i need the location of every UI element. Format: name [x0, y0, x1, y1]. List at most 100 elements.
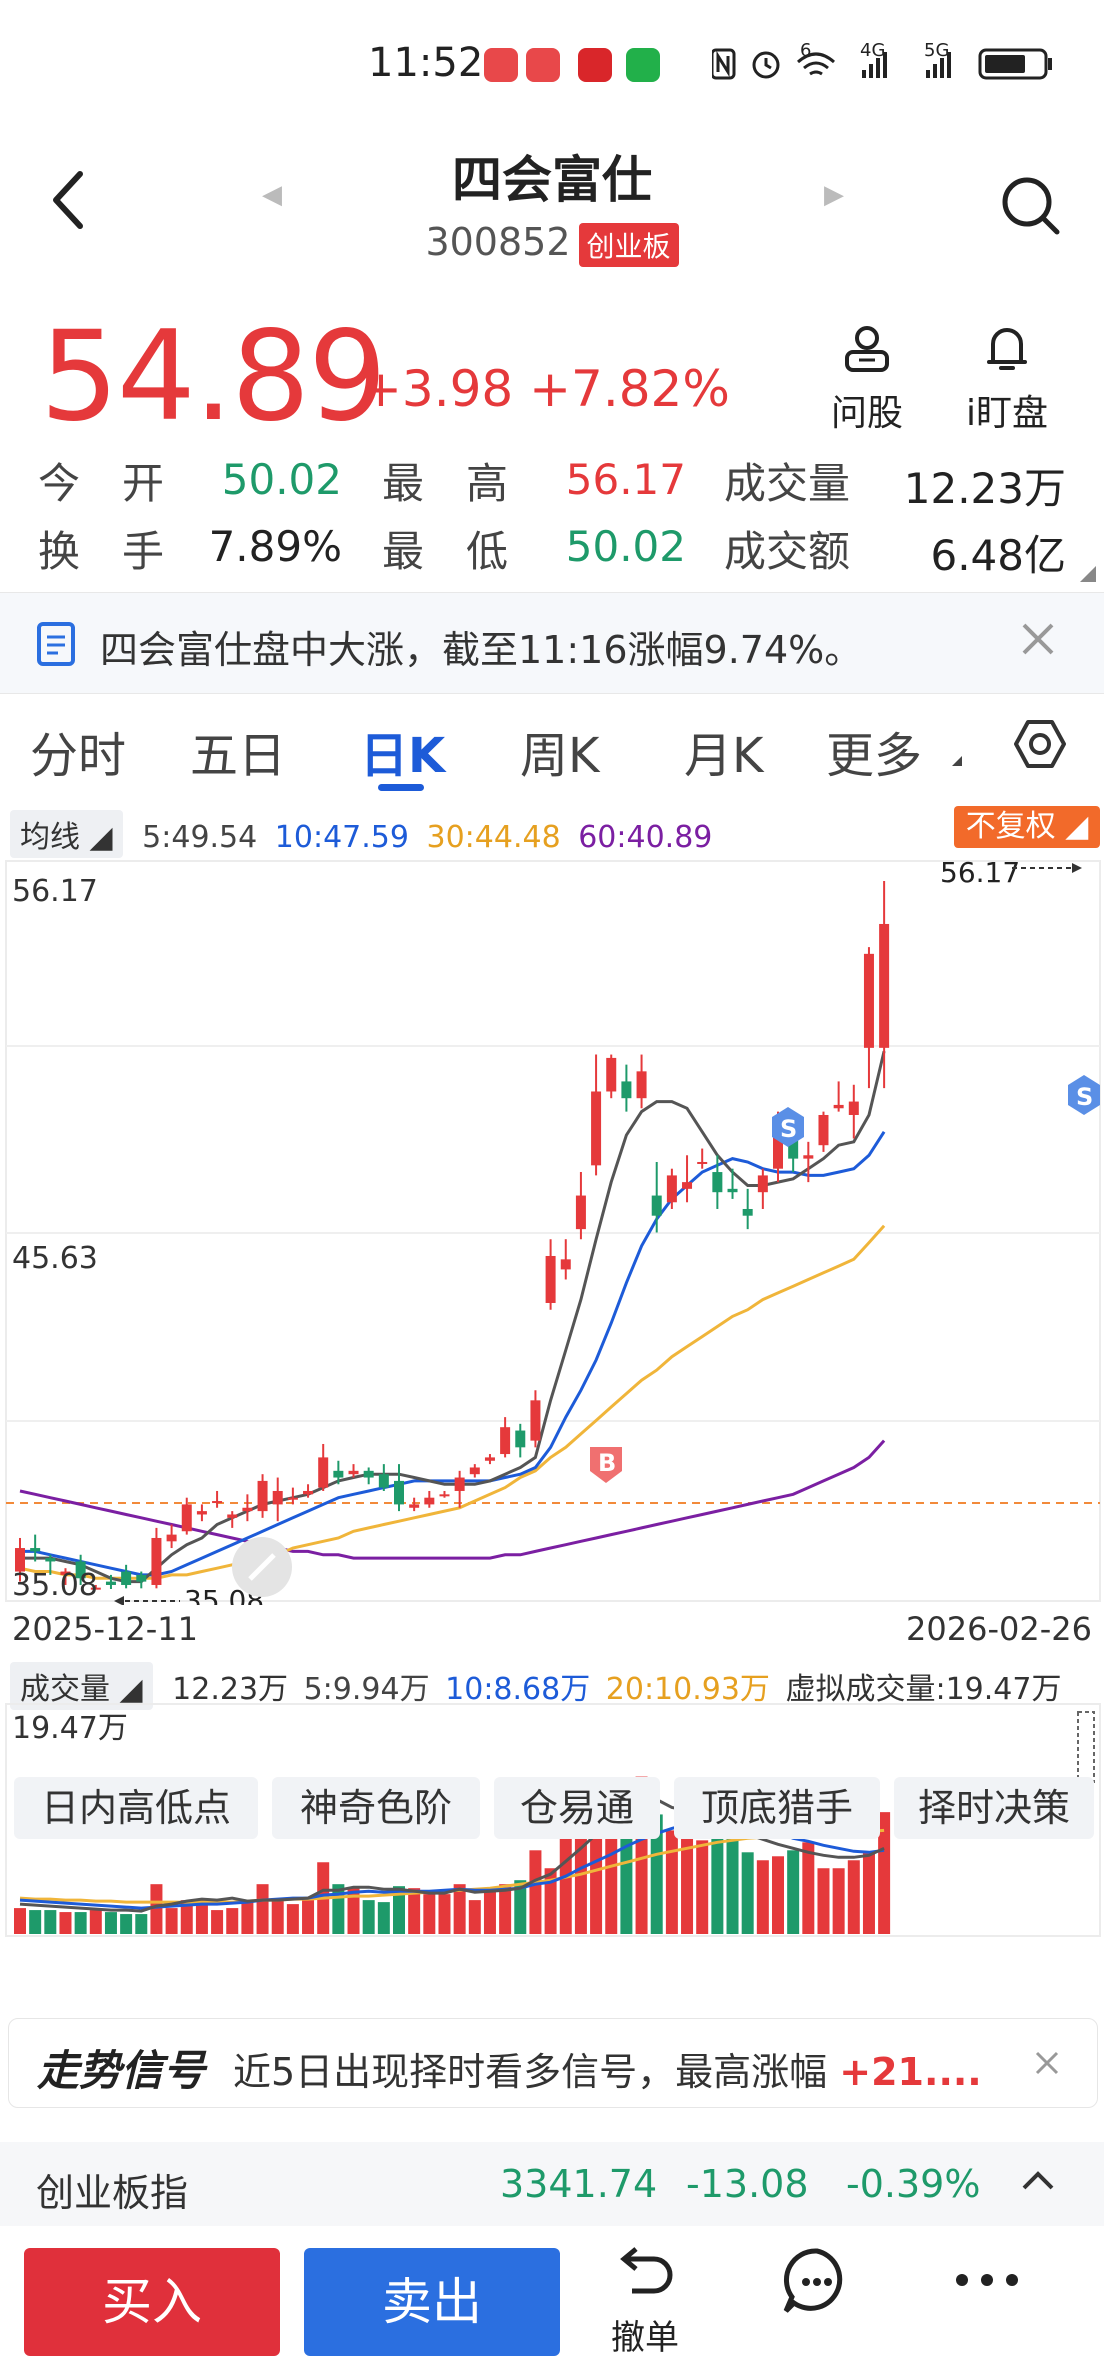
candlestick-chart[interactable]: 56.17 45.63 35.08 56.17 35.08 B S S — [0, 855, 1104, 1605]
back-button[interactable] — [40, 160, 110, 240]
low-label: 最 低 — [382, 527, 509, 576]
volume-selector[interactable]: 成交量 ◢ — [10, 1662, 153, 1710]
volume-bar — [514, 1880, 527, 1934]
candle-body — [363, 1470, 374, 1478]
prev-stock-arrow[interactable]: ◀ — [262, 180, 282, 210]
chart-settings-button[interactable] — [1010, 714, 1070, 774]
expand-corner-icon[interactable] — [1080, 566, 1096, 582]
candle — [151, 1527, 162, 1589]
volume-bar — [29, 1910, 42, 1934]
candle — [242, 1494, 253, 1522]
cancel-order-button[interactable]: 撤单 — [590, 2245, 700, 2359]
draw-tool-button[interactable] — [232, 1537, 292, 1597]
search-icon — [1002, 177, 1060, 235]
candle — [545, 1239, 556, 1310]
tab-more[interactable]: 更多 — [826, 728, 923, 784]
ma5-line — [20, 1050, 886, 1584]
candle — [803, 1141, 814, 1183]
date-end: 2026-02-26 — [906, 1610, 1092, 1648]
ma60-line — [19, 1439, 886, 1560]
candle — [75, 1554, 86, 1585]
candle-body — [606, 1057, 617, 1092]
volume-bar — [756, 1860, 769, 1934]
tab-five-day[interactable]: 五日 — [190, 728, 287, 784]
candle — [318, 1443, 329, 1491]
tool-timing[interactable]: 择时决策 — [894, 1777, 1094, 1839]
volume-bar — [59, 1912, 72, 1934]
candle — [378, 1464, 389, 1491]
volume-bar — [74, 1912, 87, 1934]
vol-ma10: 10:8.68万 — [445, 1672, 591, 1707]
adjust-selector[interactable]: 不复权 ◢ — [954, 806, 1100, 848]
volume-bar — [847, 1860, 860, 1934]
buy-button[interactable]: 买入 — [24, 2248, 280, 2356]
candle-body — [287, 1497, 298, 1500]
candle — [757, 1168, 768, 1209]
chevron-up-icon[interactable] — [1018, 2166, 1058, 2196]
ma-selector-label: 均线 — [20, 820, 80, 855]
tab-daily-k[interactable]: 日K — [360, 728, 446, 784]
volume-frame — [5, 1703, 1101, 1937]
candle-body — [181, 1504, 192, 1532]
news-banner[interactable]: 四会富仕盘中大涨，截至11:16涨幅9.74%。 — [0, 592, 1104, 694]
candle — [30, 1534, 41, 1562]
candle — [469, 1464, 480, 1478]
watch-button[interactable]: i盯盘 — [952, 320, 1062, 436]
candle — [333, 1460, 344, 1485]
candle — [348, 1464, 359, 1478]
candle — [560, 1239, 571, 1280]
close-icon[interactable] — [1018, 619, 1058, 659]
search-button[interactable] — [995, 170, 1065, 240]
more-button[interactable] — [950, 2260, 1024, 2300]
candle — [166, 1524, 177, 1549]
next-stock-arrow[interactable]: ▶ — [824, 180, 844, 210]
candle — [484, 1454, 495, 1465]
volume-bar — [832, 1868, 845, 1934]
candle-body — [757, 1175, 768, 1193]
tab-monthly-k[interactable]: 月K — [684, 728, 764, 784]
candle — [196, 1504, 207, 1522]
volume-bar — [89, 1910, 102, 1934]
volume-bar — [681, 1834, 694, 1934]
tool-top-bottom[interactable]: 顶底猎手 — [674, 1777, 880, 1839]
candle-body — [742, 1208, 753, 1216]
virtual-volume-box — [1077, 1711, 1095, 1783]
candle-body — [545, 1255, 556, 1303]
index-value: 3341.74 — [500, 2162, 658, 2206]
close-icon[interactable] — [1033, 2049, 1061, 2077]
bell-icon — [987, 328, 1027, 370]
sell-button[interactable]: 卖出 — [304, 2248, 560, 2356]
candle — [409, 1497, 420, 1512]
volume-bar — [817, 1868, 830, 1934]
trend-signal-card[interactable]: 走势信号 近5日出现择时看多信号，最高涨幅 +21.... — [8, 2018, 1098, 2108]
tab-weekly-k[interactable]: 周K — [520, 728, 600, 784]
chat-button[interactable] — [780, 2245, 854, 2319]
tool-intraday-high-low[interactable]: 日内高低点 — [14, 1777, 258, 1839]
ask-stock-button[interactable]: 问股 — [812, 320, 922, 436]
ma60-value: 60:40.89 — [578, 820, 713, 855]
ma-selector[interactable]: 均线 ◢ — [10, 810, 123, 858]
volume-bar — [453, 1884, 466, 1934]
index-change: -13.08 — [686, 2162, 809, 2206]
tool-magic-color[interactable]: 神奇色阶 — [272, 1777, 480, 1839]
candle-body — [863, 953, 874, 1048]
date-start: 2025-12-11 — [12, 1610, 198, 1648]
index-bar[interactable]: 创业板指 3341.74 -13.08 -0.39% — [0, 2142, 1104, 2226]
volume-bar — [393, 1886, 405, 1934]
candle-body — [136, 1574, 147, 1582]
change-percent: +7.82% — [529, 360, 730, 418]
candle-body — [242, 1507, 253, 1512]
tab-intraday[interactable]: 分时 — [30, 728, 127, 784]
volume-bar — [347, 1888, 360, 1934]
candle-body — [318, 1457, 329, 1488]
candle — [181, 1497, 192, 1535]
virtual-volume: 虚拟成交量:19.47万 — [785, 1672, 1062, 1707]
volume-total: 12.23万 — [172, 1672, 289, 1707]
volume-label: 成交量 — [724, 459, 851, 508]
volume-bar — [195, 1900, 208, 1934]
tool-position[interactable]: 仓易通 — [494, 1777, 660, 1839]
candle-body — [469, 1467, 480, 1475]
candle-body — [15, 1548, 25, 1572]
volume-bar — [468, 1900, 481, 1934]
signal-4g-icon — [862, 52, 887, 78]
